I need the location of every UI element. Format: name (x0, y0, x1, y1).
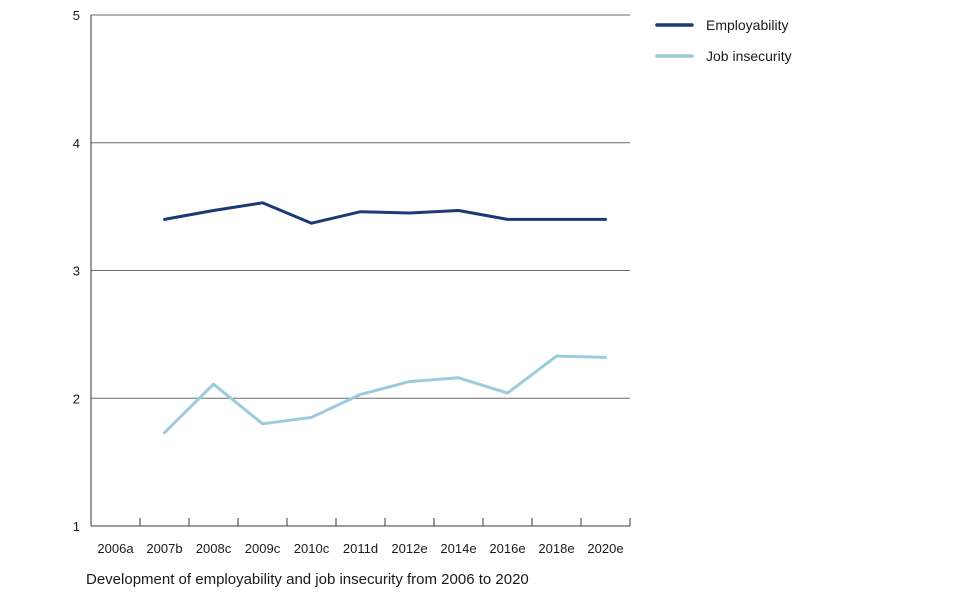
x-tick-label: 2006a (97, 541, 134, 556)
legend-label-employability: Employability (706, 17, 788, 33)
x-tick-label: 2011d (343, 541, 378, 556)
x-tick-label: 2014e (440, 541, 476, 556)
y-tick-label: 1 (73, 519, 80, 534)
y-tick-label: 4 (73, 136, 80, 151)
series-line-employability (163, 201, 607, 225)
x-tick-label: 2020e (587, 541, 623, 556)
legend: Employability Job insecurity (655, 17, 792, 64)
x-tick-label: 2008c (196, 541, 232, 556)
x-tick-label: 2018e (538, 541, 574, 556)
gridlines (91, 14, 630, 399)
y-axis-ticks: 1 2 3 4 5 (73, 8, 80, 534)
axes (90, 15, 630, 527)
y-tick-label: 3 (73, 264, 80, 279)
x-tick-label: 2012e (391, 541, 427, 556)
legend-label-job-insecurity: Job insecurity (706, 48, 792, 64)
x-axis-ticks: 2006a 2007b 2008c 2009c 2010c 2011d 2012e 2014e… (97, 518, 631, 556)
x-tick-label: 2010c (294, 541, 330, 556)
x-tick-label: 2009c (245, 541, 281, 556)
y-tick-label: 5 (73, 8, 80, 23)
x-tick-label: 2007b (146, 541, 182, 556)
series-lines (163, 201, 607, 435)
y-tick-label: 2 (73, 391, 80, 406)
series-line-job-insecurity (163, 354, 607, 435)
x-tick-label: 2016e (489, 541, 525, 556)
chart-caption: Development of employability and job ins… (86, 571, 529, 588)
